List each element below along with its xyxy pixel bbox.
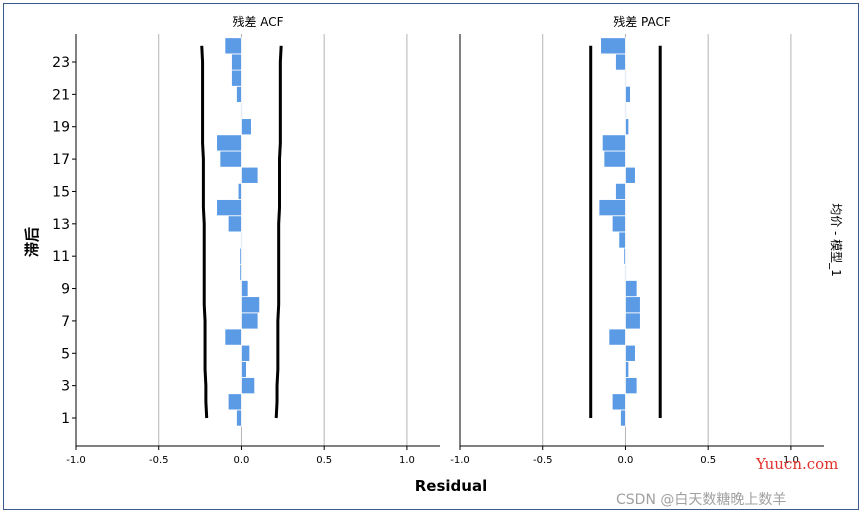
panel-acf: 残差 ACF -1.0 -0.5 0.0 0.5 1.0	[66, 15, 440, 466]
y-tick-label: 9	[61, 282, 70, 298]
watermark-site: Yuucn.com	[755, 455, 838, 473]
model-label: 均价 - 模型_1	[829, 203, 843, 277]
bar-lag-12	[241, 231, 243, 249]
y-tick-label: 21	[52, 87, 70, 103]
x-tick-label: -1.0	[450, 455, 470, 466]
bar-lag-18	[216, 134, 242, 152]
bar-lag-1	[236, 409, 242, 427]
y-tick-label: 11	[52, 249, 70, 265]
bar-lag-14	[598, 199, 626, 217]
bar-lag-3	[625, 377, 638, 395]
bar-lag-21	[236, 85, 242, 103]
bar-lag-9	[625, 280, 638, 298]
bar-lag-17	[603, 150, 626, 168]
bar-lag-11	[239, 247, 242, 265]
bar-lag-3	[241, 377, 256, 395]
bar-lag-12	[618, 231, 626, 249]
y-tick-label: 3	[61, 379, 70, 395]
bar-lag-5	[625, 344, 636, 362]
bar-lag-8	[625, 296, 641, 314]
y-tick-label: 1	[61, 411, 70, 427]
bar-lag-19	[241, 118, 252, 136]
chart-frame	[3, 3, 859, 510]
bar-lag-6	[224, 328, 242, 346]
watermark-credit: CSDN @白天数糖晚上数羊	[616, 492, 786, 508]
bar-lag-2	[227, 393, 242, 411]
upper-confidence-limit	[274, 45, 283, 419]
x-tick-label: 0.5	[700, 455, 716, 466]
panel-title: 残差 PACF	[613, 15, 671, 29]
bar-lag-13	[227, 215, 242, 233]
bar-lag-4	[625, 360, 630, 378]
bar-lag-24	[224, 37, 242, 55]
bar-lag-10	[625, 263, 627, 281]
panel-title: 残差 ACF	[232, 15, 283, 29]
y-tick-label: 17	[52, 152, 70, 168]
bar-lag-20	[241, 102, 243, 120]
y-tick-label: 23	[52, 55, 70, 71]
y-tick-label: 15	[52, 184, 70, 200]
bar-lag-20	[625, 102, 627, 120]
bar-lag-16	[625, 166, 636, 184]
y-tick-label: 13	[52, 217, 70, 233]
bar-lag-16	[241, 166, 259, 184]
bar-lag-11	[623, 247, 626, 265]
bar-lag-2	[611, 393, 626, 411]
bar-lag-13	[611, 215, 626, 233]
bar-lag-1	[620, 409, 626, 427]
x-tick-label: 1.0	[399, 455, 415, 466]
bar-lag-7	[625, 312, 641, 330]
bar-lag-17	[219, 150, 242, 168]
bar-lag-6	[608, 328, 626, 346]
panel-pacf: 残差 PACF -1.0 -0.5 0.0 0.5 1.0	[450, 15, 824, 466]
x-tick-label: 1.0	[783, 455, 799, 466]
bar-lag-15	[615, 182, 626, 200]
bar-lag-10	[239, 263, 242, 281]
bar-lag-15	[237, 182, 242, 200]
bar-lag-14	[216, 199, 242, 217]
x-tick-label: 0.0	[234, 455, 250, 466]
y-axis-label: 滞后	[23, 227, 41, 257]
lower-confidence-limit	[200, 45, 209, 419]
bar-lag-19	[625, 118, 630, 136]
x-tick-label: 0.0	[618, 455, 634, 466]
bar-lag-23	[231, 53, 242, 71]
y-tick-label: 5	[61, 346, 70, 362]
y-tick-label: 7	[61, 314, 70, 330]
bar-lag-8	[241, 296, 261, 314]
bar-lag-22	[231, 69, 242, 87]
bar-lag-5	[241, 344, 251, 362]
x-axis-label: Residual	[415, 477, 487, 495]
bar-lag-22	[625, 69, 627, 87]
bar-lag-21	[625, 85, 631, 103]
bar-lag-4	[241, 360, 247, 378]
bar-lag-23	[615, 53, 626, 71]
x-tick-label: -0.5	[533, 455, 553, 466]
x-tick-label: 0.5	[316, 455, 332, 466]
x-tick-label: -1.0	[66, 455, 86, 466]
bar-lag-24	[600, 37, 626, 55]
bar-lag-7	[241, 312, 259, 330]
bar-lag-18	[601, 134, 626, 152]
y-tick-label: 19	[52, 120, 70, 136]
bar-lag-9	[241, 280, 249, 298]
x-tick-label: -0.5	[149, 455, 169, 466]
